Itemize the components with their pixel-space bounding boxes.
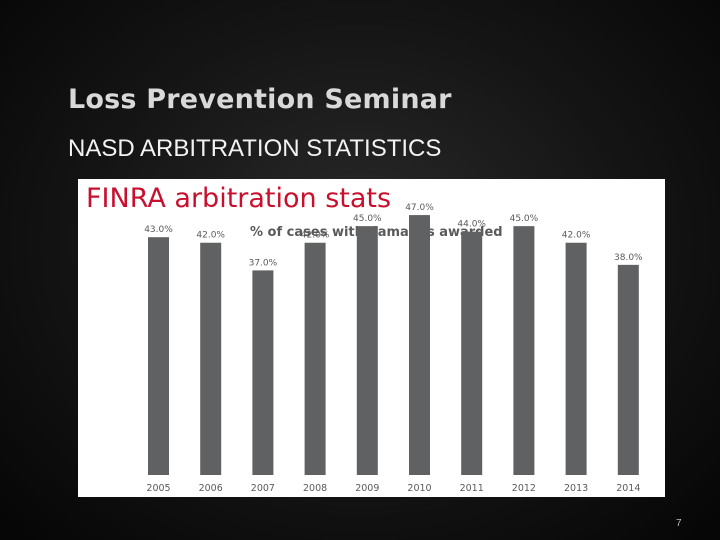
x-tick-label-2010: 2010 <box>407 483 431 494</box>
x-tick-label-2005: 2005 <box>146 483 170 494</box>
slide-subtitle: NASD ARBITRATION STATISTICS <box>68 135 442 162</box>
data-label-2008: 42.0% <box>301 231 330 241</box>
bar-2011 <box>461 231 483 475</box>
bar-2010 <box>409 215 430 475</box>
bar-2006 <box>200 242 222 475</box>
x-tick-label-2007: 2007 <box>251 483 275 494</box>
data-label-2006: 42.0% <box>196 231 225 241</box>
x-tick-label-2013: 2013 <box>564 483 588 494</box>
data-label-2010: 47.0% <box>405 203 434 213</box>
bar-2009 <box>356 226 378 475</box>
bar-2008 <box>304 242 326 475</box>
x-tick-label-2011: 2011 <box>460 483 484 494</box>
x-tick-label-2008: 2008 <box>303 483 327 494</box>
bar-2007 <box>252 270 274 475</box>
chart-title: FINRA arbitration stats <box>86 183 391 214</box>
bar-2012 <box>513 226 535 475</box>
data-label-2005: 43.0% <box>144 225 173 235</box>
data-label-2007: 37.0% <box>249 258 278 268</box>
bar-2014 <box>617 264 639 475</box>
data-label-2009: 45.0% <box>353 214 382 224</box>
chart-panel: FINRA arbitration stats % of cases with … <box>78 179 665 497</box>
data-label-2013: 42.0% <box>562 231 591 241</box>
page-number: 7 <box>676 518 682 529</box>
bar-chart: FINRA arbitration stats % of cases with … <box>86 183 643 494</box>
slide-title: Loss Prevention Seminar <box>68 84 452 115</box>
data-label-2012: 45.0% <box>510 214 539 224</box>
bar-2005 <box>148 237 169 475</box>
data-label-2014: 38.0% <box>614 253 643 263</box>
bars-group: 43.0% 2005 42.0% 2006 37.0% 2007 42.0% 2008 45.0… <box>144 203 643 494</box>
x-tick-label-2014: 2014 <box>616 483 640 494</box>
data-label-2011: 44.0% <box>457 220 486 230</box>
x-tick-label-2012: 2012 <box>512 483 536 494</box>
x-tick-label-2006: 2006 <box>199 483 223 494</box>
x-tick-label-2009: 2009 <box>355 483 379 494</box>
bar-2013 <box>565 242 587 475</box>
